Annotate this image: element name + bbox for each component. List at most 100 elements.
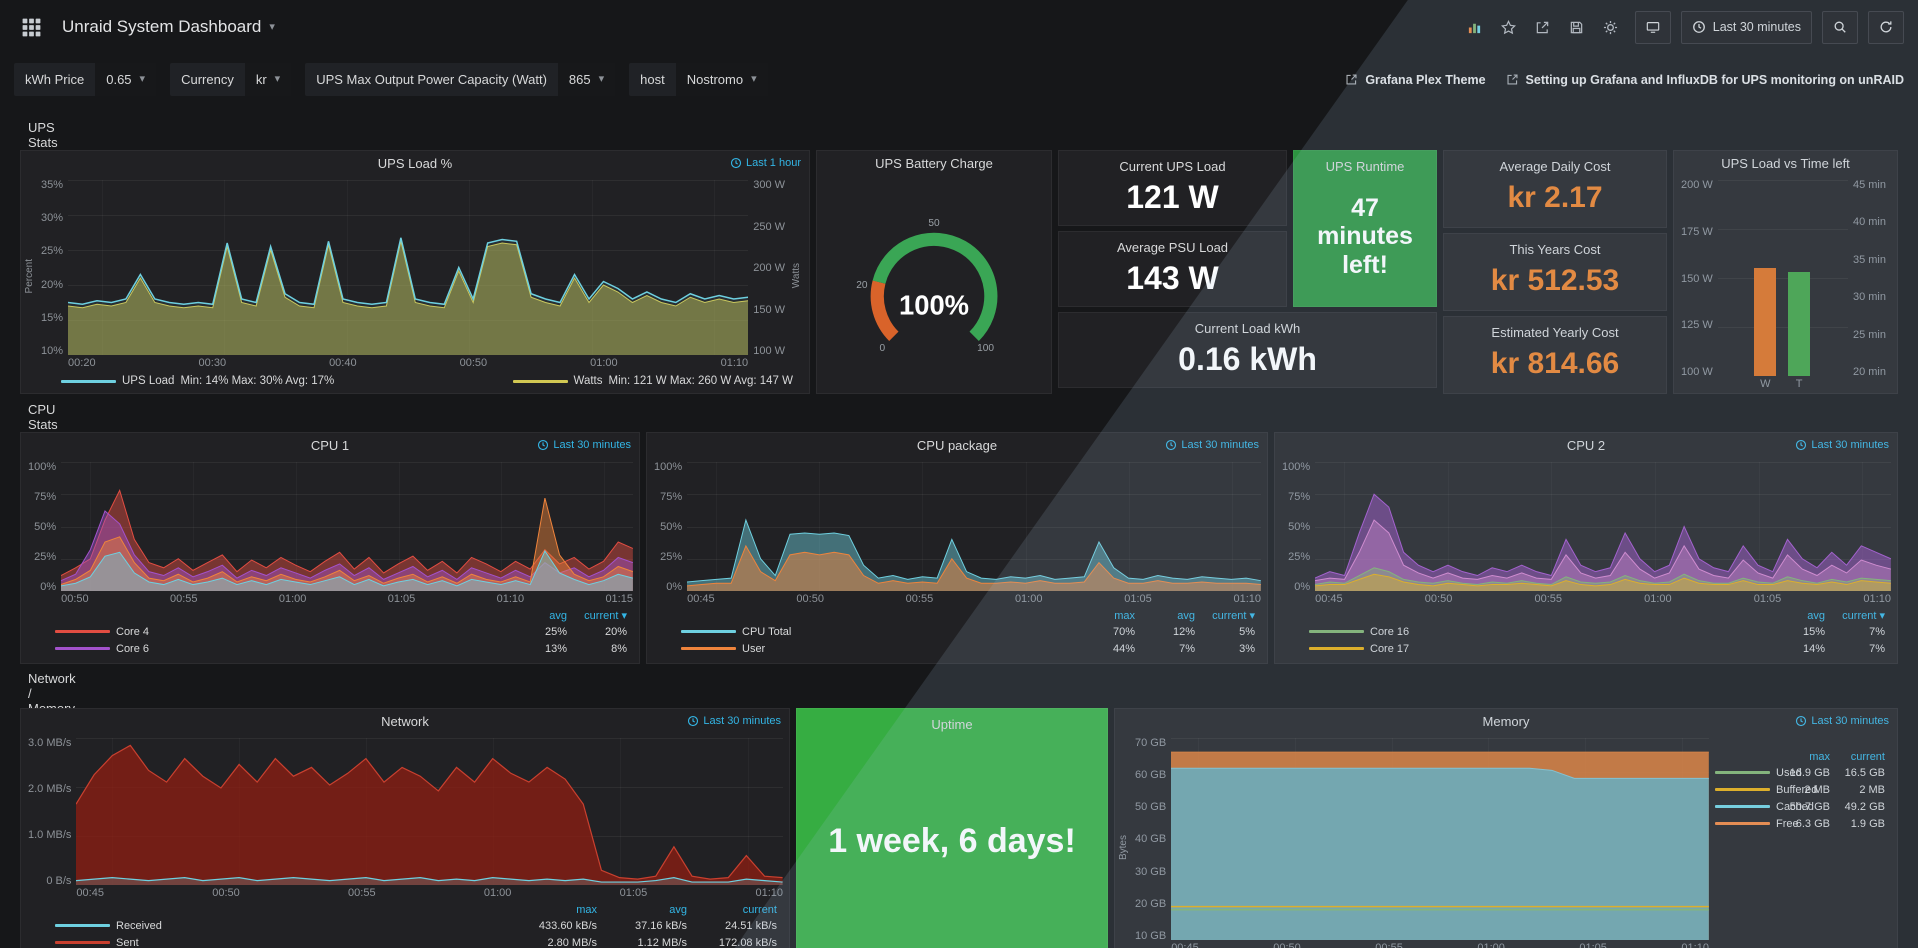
time-range-badge[interactable]: Last 30 minutes [1165, 439, 1259, 451]
panel-title[interactable]: Uptime [931, 716, 973, 732]
clock-icon [730, 157, 742, 169]
legend-series[interactable]: Core 17 [1309, 643, 1765, 655]
legend-item[interactable]: Watts Min: 121 W Max: 260 W Avg: 147 W [512, 375, 793, 387]
legend-series[interactable]: Free [1715, 818, 1799, 830]
legend-column-header[interactable]: avg [1177, 609, 1195, 622]
variable-ups-max-output-value[interactable]: 865 ▾ [557, 63, 616, 96]
panel-title[interactable]: Current Load kWh [1194, 320, 1301, 336]
panel-title[interactable]: Current UPS Load [1119, 158, 1226, 174]
legend-column-header[interactable]: max [1809, 750, 1830, 763]
share-dashboard-button[interactable] [1528, 13, 1557, 42]
save-dashboard-button[interactable] [1562, 13, 1591, 42]
legend-column-header[interactable]: current ▾ [1212, 610, 1255, 622]
panel-title[interactable]: Estimated Yearly Cost [1491, 324, 1619, 340]
legend-series[interactable]: Cached [1715, 801, 1814, 813]
plot-area[interactable] [1315, 462, 1891, 591]
legend-series[interactable]: Received [55, 920, 507, 932]
time-range-badge[interactable]: Last 30 minutes [1795, 715, 1889, 727]
x-axis: 00:45 00:50 00:55 01:00 01:05 01:10 [1171, 940, 1709, 948]
panel-title-menu[interactable]: CPU package Last 30 minutes [647, 433, 1267, 457]
legend-header-row: avg current ▾ [1309, 608, 1885, 623]
legend-column-header[interactable]: current ▾ [1842, 610, 1885, 622]
time-range-picker-button[interactable]: Last 30 minutes [1680, 10, 1812, 44]
plot-area[interactable] [687, 462, 1261, 591]
legend-column-header[interactable]: current [742, 903, 777, 916]
x-axis-label: 01:05 [1579, 942, 1607, 948]
apps-grid-button[interactable] [14, 10, 48, 44]
link-grafana-plex-theme[interactable]: Grafana Plex Theme [1345, 73, 1486, 87]
link-ups-monitoring-guide[interactable]: Setting up Grafana and InfluxDB for UPS … [1506, 73, 1904, 87]
chart-body: Bytes 70 GB 60 GB 50 GB 40 GB 30 GB 20 GB 10 GB… [1115, 733, 1715, 948]
legend-value: 2.80 MB/s [547, 936, 597, 948]
caret-down-icon: ▾ [269, 20, 275, 33]
dashboard-settings-button[interactable] [1596, 13, 1625, 42]
panel-title[interactable]: Average PSU Load [1116, 239, 1229, 255]
star-dashboard-button[interactable] [1494, 13, 1523, 42]
legend-value: 433.60 kB/s [538, 919, 597, 932]
plot-area[interactable] [1717, 180, 1848, 376]
panel-title-menu[interactable]: UPS Load % Last 1 hour [21, 151, 809, 175]
plot-area[interactable] [68, 180, 749, 355]
legend-column-header[interactable]: current ▾ [584, 610, 627, 622]
y-axis-label: 75% [1288, 491, 1311, 503]
panel-title-menu[interactable]: Network Last 30 minutes [21, 709, 789, 733]
time-range-badge[interactable]: Last 30 minutes [537, 439, 631, 451]
legend-series[interactable]: Buffered [1715, 784, 1817, 796]
plot-area[interactable] [61, 462, 633, 591]
panel-title[interactable]: UPS Runtime [1325, 158, 1405, 174]
legend-series[interactable]: Core 4 [55, 626, 507, 638]
legend-series[interactable]: User [681, 643, 1075, 655]
legend-value: 7% [1179, 642, 1195, 655]
legend-series[interactable]: Sent [55, 937, 507, 948]
y-axis-label: 25% [660, 551, 683, 563]
panel-current-load-kwh: Current Load kWh 0.16 kWh [1058, 312, 1437, 388]
plot-area[interactable] [1171, 738, 1709, 940]
panel-title[interactable]: Average Daily Cost [1499, 158, 1611, 174]
legend-column-header[interactable]: avg [1807, 609, 1825, 622]
time-range-badge[interactable]: Last 30 minutes [1795, 439, 1889, 451]
variable-host-value[interactable]: Nostromo ▾ [675, 63, 768, 96]
legend-series[interactable]: Used [1715, 767, 1802, 779]
y-axis-label: 200 W [753, 262, 785, 274]
plot-area[interactable] [76, 738, 783, 885]
panel-title-menu[interactable]: Memory Last 30 minutes [1115, 709, 1897, 733]
legend-item[interactable]: UPS Load Min: 14% Max: 30% Avg: 17% [61, 375, 334, 387]
dashboard-title-text: Unraid System Dashboard [62, 17, 262, 36]
legend-color-dash [1715, 822, 1770, 825]
x-axis: 00:45 00:50 00:55 01:00 01:05 01:10 [1315, 591, 1891, 608]
legend-series[interactable]: Core 6 [55, 643, 507, 655]
legend-column-header[interactable]: current [1850, 750, 1885, 763]
add-panel-button[interactable] [1460, 13, 1489, 42]
legend-column-header[interactable]: max [576, 903, 597, 916]
variable-kwh-price-value[interactable]: 0.65 ▾ [95, 63, 157, 96]
legend-column-header[interactable]: max [1114, 609, 1135, 622]
panel-title-menu[interactable]: UPS Load vs Time left [1674, 151, 1897, 175]
panel-title-menu[interactable]: CPU 1 Last 30 minutes [21, 433, 639, 457]
legend-series[interactable]: CPU Total [681, 626, 1075, 638]
variable-value-text: 0.65 [106, 72, 132, 87]
legend-column-header[interactable]: avg [549, 609, 567, 622]
refresh-button[interactable] [1868, 10, 1904, 44]
time-range-badge[interactable]: Last 30 minutes [687, 715, 781, 727]
y-axis-left: 35% 30% 25% 20% 15% 10% [36, 180, 68, 372]
panel-title-menu[interactable]: UPS Battery Charge [817, 151, 1051, 175]
legend-column-header[interactable]: avg [669, 903, 687, 916]
cycle-view-mode-button[interactable] [1634, 10, 1671, 44]
gridline [68, 180, 749, 181]
zoom-out-button[interactable] [1822, 10, 1858, 44]
panel-title[interactable]: This Years Cost [1509, 241, 1601, 257]
variable-currency-value[interactable]: kr ▾ [244, 63, 292, 96]
section-header-ups-stats[interactable]: UPS Stats [20, 120, 58, 150]
legend: max avg current Received 433.60 kB/s 37.16 kB… [21, 902, 789, 948]
legend-series[interactable]: Core 16 [1309, 626, 1765, 638]
y-axis-label: 300 W [753, 179, 785, 191]
section-header-cpu-stats[interactable]: CPU Stats [20, 402, 58, 432]
x-axis-label: 01:00 [483, 887, 512, 899]
time-range-badge[interactable]: Last 1 hour [730, 157, 801, 169]
legend-value: 20% [604, 625, 627, 638]
section-header-network-memory[interactable]: Network / Memory [20, 671, 76, 716]
panel-title-menu[interactable]: CPU 2 Last 30 minutes [1275, 433, 1897, 457]
x-axis-label: 00:55 [905, 593, 934, 605]
time-badge-label: Last 30 minutes [1181, 439, 1259, 451]
dashboard-title[interactable]: Unraid System Dashboard ▾ [62, 17, 275, 37]
